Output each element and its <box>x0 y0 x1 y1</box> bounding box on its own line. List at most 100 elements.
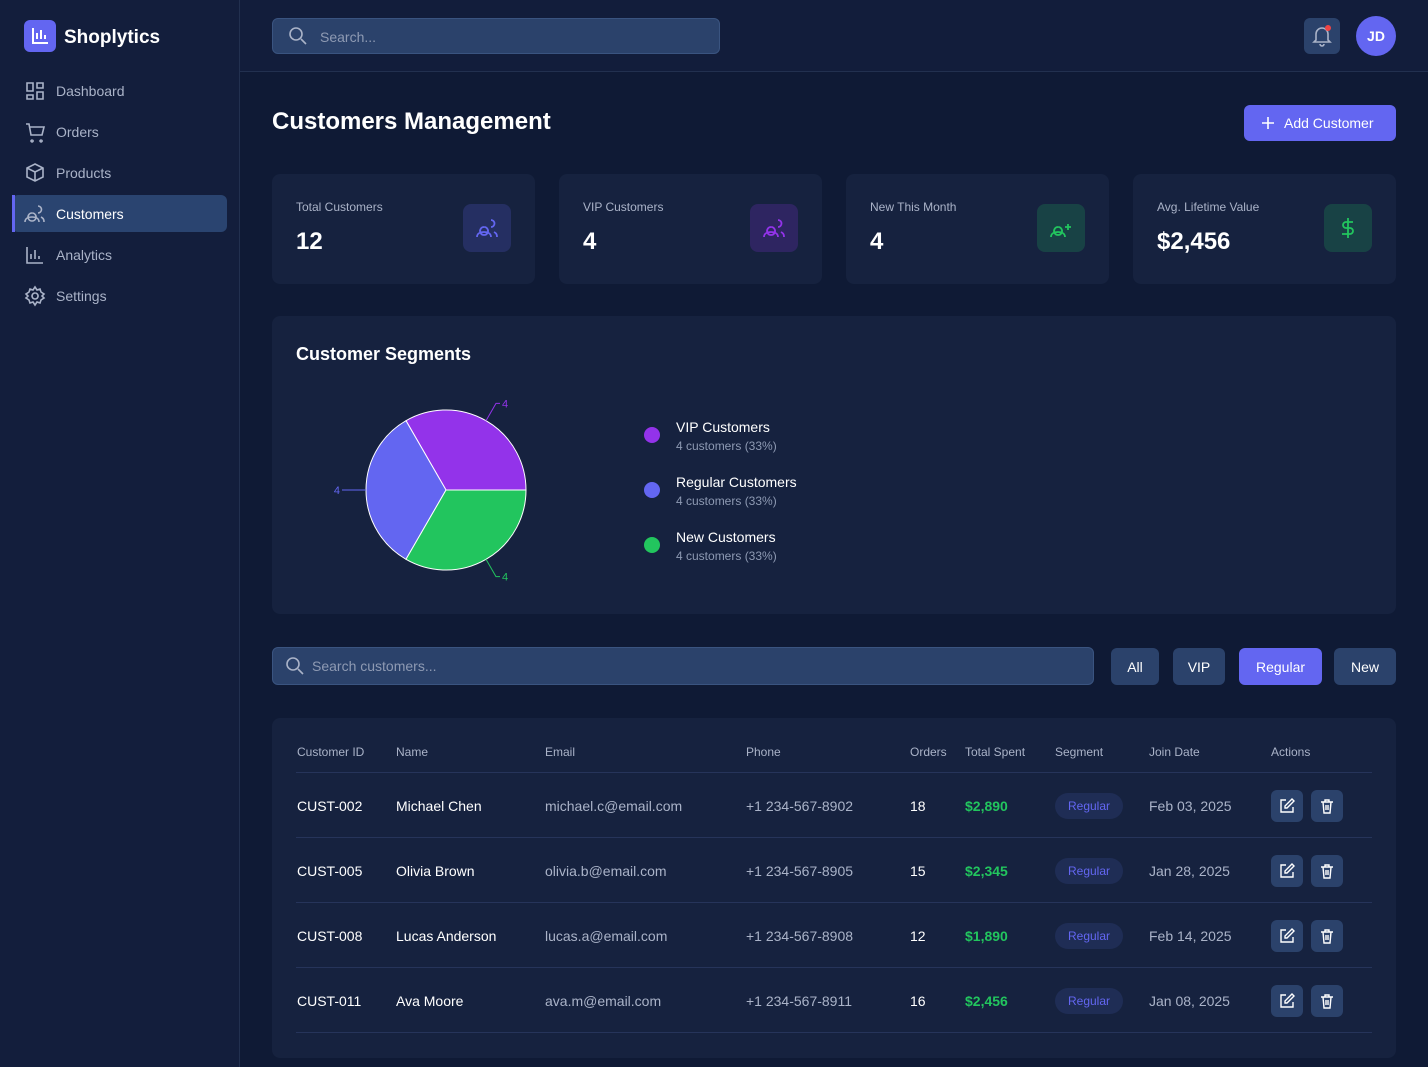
stat-icon <box>1342 218 1354 238</box>
table-cell: $2,345 <box>965 863 1008 879</box>
legend-detail: 4 customers (33%) <box>676 439 777 453</box>
delete-button[interactable] <box>1311 985 1343 1017</box>
stat-card <box>559 174 822 284</box>
pie-label: 4 <box>502 398 508 410</box>
filter-button[interactable]: Regular <box>1239 648 1322 685</box>
edit-icon <box>1280 928 1295 943</box>
stat-value: 4 <box>870 228 884 255</box>
stat-card <box>272 174 535 284</box>
pie-label: 4 <box>334 485 340 497</box>
filter-button[interactable]: VIP <box>1173 648 1225 685</box>
delete-icon <box>1321 864 1333 879</box>
plus-icon <box>1262 117 1274 129</box>
nav-item[interactable]: Products <box>56 165 112 181</box>
table-cell: Feb 03, 2025 <box>1149 798 1232 814</box>
nav-item[interactable]: Dashboard <box>56 83 125 99</box>
page-title: Customers Management <box>272 108 551 135</box>
table-cell: +1 234-567-8911 <box>746 993 852 1009</box>
nav-item[interactable]: Customers <box>56 206 124 222</box>
table-cell: Feb 14, 2025 <box>1149 928 1232 944</box>
column-header: Customer ID <box>297 745 365 759</box>
pie-slice <box>365 420 447 560</box>
bell-button[interactable] <box>1304 18 1340 54</box>
customer-search-placeholder: Search customers... <box>312 658 437 674</box>
column-header: Segment <box>1055 745 1104 759</box>
delete-icon <box>1321 994 1333 1009</box>
table-cell: michael.c@email.com <box>545 798 683 814</box>
table-cell: 16 <box>910 993 926 1009</box>
table-cell: +1 234-567-8908 <box>746 928 854 944</box>
nav-icon <box>26 82 44 100</box>
column-header: Phone <box>746 745 781 759</box>
table-cell: Michael Chen <box>396 798 482 814</box>
delete-button[interactable] <box>1311 790 1343 822</box>
edit-icon <box>1280 993 1295 1008</box>
table-cell: ava.m@email.com <box>545 993 662 1009</box>
table-cell: $1,890 <box>965 928 1008 944</box>
table-cell: CUST-011 <box>297 993 362 1009</box>
edit-icon <box>1280 863 1295 878</box>
row-rule <box>296 967 1372 968</box>
search-icon <box>286 657 304 675</box>
nav-item[interactable]: Orders <box>56 124 99 140</box>
search-icon <box>289 27 307 45</box>
bell-icon <box>1312 25 1332 47</box>
row-rule <box>296 837 1372 838</box>
nav-icon <box>24 285 46 307</box>
search-placeholder: Search... <box>320 29 377 45</box>
edit-icon <box>1280 798 1295 813</box>
row-rule <box>296 902 1372 903</box>
table-cell: 12 <box>910 928 926 944</box>
table-cell: CUST-002 <box>297 798 363 814</box>
avatar[interactable]: JD <box>1356 16 1396 56</box>
edit-button[interactable] <box>1271 920 1303 952</box>
segment-badge: Regular <box>1055 988 1123 1014</box>
stat-label: Avg. Lifetime Value <box>1157 200 1260 214</box>
column-header: Actions <box>1271 745 1311 759</box>
table-cell: +1 234-567-8905 <box>746 863 854 879</box>
stat-label: VIP Customers <box>583 200 664 214</box>
nav-active-bar <box>12 195 15 232</box>
sidebar <box>0 0 240 1067</box>
table-cell: Olivia Brown <box>396 863 475 879</box>
table-cell: olivia.b@email.com <box>545 863 667 879</box>
nav-item[interactable]: Settings <box>56 288 107 304</box>
legend-dot <box>644 427 660 443</box>
table-card <box>272 718 1396 1058</box>
edit-button[interactable] <box>1271 985 1303 1017</box>
column-header: Email <box>545 745 576 759</box>
delete-button[interactable] <box>1311 855 1343 887</box>
segment-badge: Regular <box>1055 793 1123 819</box>
brand: Shoplytics <box>64 27 161 48</box>
delete-button[interactable] <box>1311 920 1343 952</box>
stat-icon <box>763 219 785 238</box>
nav-icon <box>26 123 46 143</box>
legend-detail: 4 customers (33%) <box>676 549 777 563</box>
customer-search[interactable] <box>272 647 1094 685</box>
stat-card <box>846 174 1109 284</box>
table-cell: lucas.a@email.com <box>545 928 668 944</box>
column-header: Orders <box>910 745 947 759</box>
legend-name: VIP Customers <box>676 419 770 435</box>
filter-button[interactable]: All <box>1111 648 1159 685</box>
legend-dot <box>644 537 660 553</box>
nav-item[interactable]: Analytics <box>56 247 113 263</box>
table-cell: 15 <box>910 863 926 879</box>
delete-icon <box>1321 929 1333 944</box>
table-cell: Lucas Anderson <box>396 928 497 944</box>
edit-button[interactable] <box>1271 790 1303 822</box>
segment-badge: Regular <box>1055 923 1123 949</box>
add-button-label: Add Customer <box>1284 115 1374 131</box>
segments-title: Customer Segments <box>296 344 472 364</box>
legend-name: Regular Customers <box>676 474 797 490</box>
filter-button[interactable]: New <box>1334 648 1396 685</box>
delete-icon <box>1321 799 1333 814</box>
nav-icon <box>26 163 44 182</box>
pie-leader <box>485 402 500 421</box>
nav-active <box>12 195 227 232</box>
row-rule <box>296 1032 1372 1033</box>
edit-button[interactable] <box>1271 855 1303 887</box>
pie-slice <box>405 409 527 491</box>
search-box[interactable] <box>272 18 720 54</box>
